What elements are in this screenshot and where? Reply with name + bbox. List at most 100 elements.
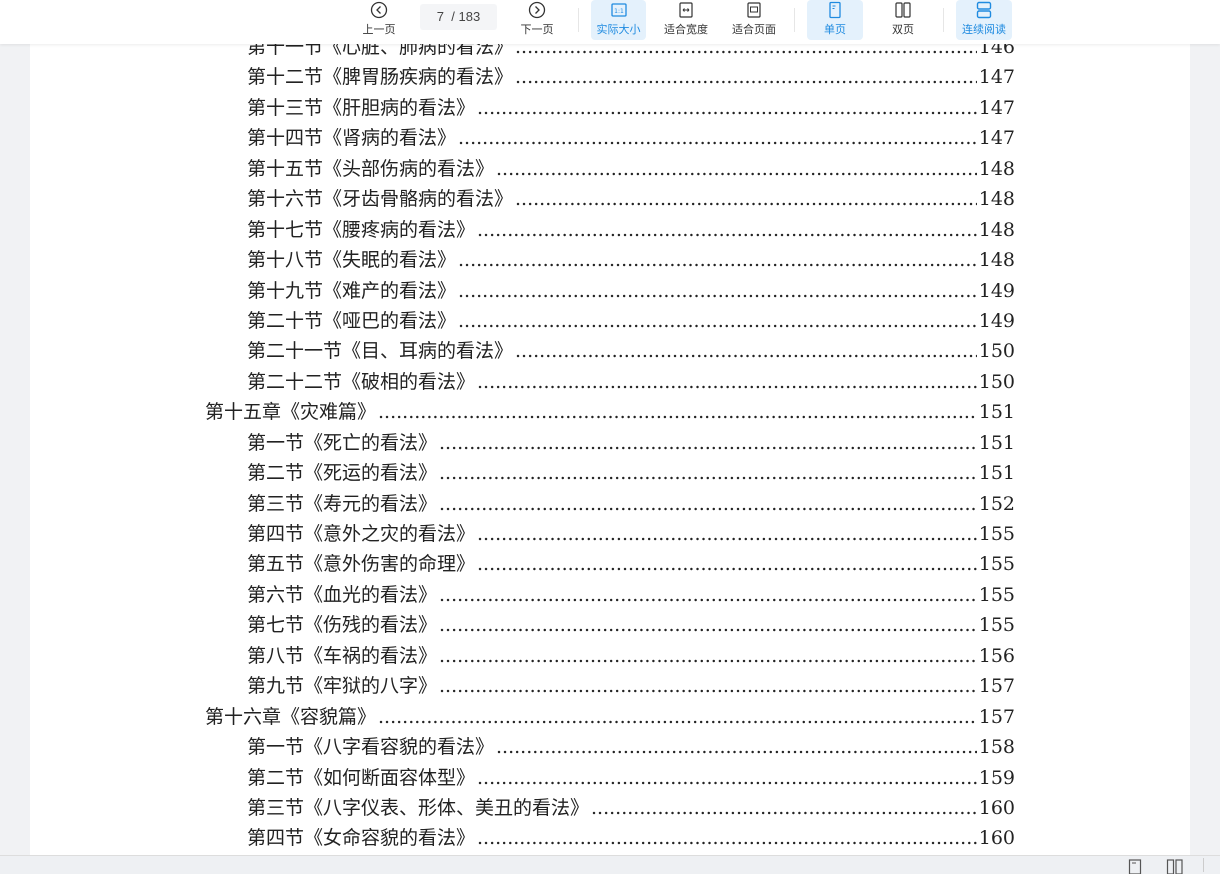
status-bar [0, 855, 1220, 874]
toc-section-entry[interactable]: 第一节《死亡的看法》 151 [30, 428, 1190, 458]
actual-size-button[interactable]: 1:1 实际大小 [591, 0, 646, 40]
toc-section-entry[interactable]: 第十四节《肾病的看法》 147 [30, 123, 1190, 153]
toc-section-entry[interactable]: 第十五节《头部伤病的看法》 148 [30, 154, 1190, 184]
continuous-reading-button[interactable]: 连续阅读 [956, 0, 1012, 40]
dot-leader [458, 123, 977, 153]
dot-leader [439, 489, 977, 519]
entry-title: 第二节《死运的看法》 [247, 462, 438, 485]
toc-section-entry[interactable]: 第三节《八字仪表、形体、美丑的看法》 160 [30, 793, 1190, 823]
fit-page-label: 适合页面 [732, 24, 776, 36]
toc-section-entry[interactable]: 第一节《八字看容貌的看法》 158 [30, 732, 1190, 762]
dot-leader [458, 245, 977, 275]
entry-title: 第二十节《哑巴的看法》 [247, 309, 457, 332]
actual-size-label: 实际大小 [596, 24, 641, 36]
entry-title: 第十五章《灾难篇》 [205, 401, 377, 424]
dot-leader [378, 702, 977, 732]
single-page-view-icon[interactable] [1128, 859, 1142, 874]
toc-section-entry[interactable]: 第二节《如何断面容体型》 159 [30, 763, 1190, 793]
entry-title: 第十三节《肝胆病的看法》 [247, 96, 476, 119]
entry-page-number: 152 [978, 492, 1015, 515]
entry-page-number: 151 [978, 462, 1015, 485]
dot-leader [458, 276, 977, 306]
page-number-input[interactable]: 7 / 183 [420, 4, 497, 30]
dot-leader [477, 823, 977, 853]
toc-section-entry[interactable]: 第二十节《哑巴的看法》 149 [30, 306, 1190, 336]
entry-title: 第十五节《头部伤病的看法》 [247, 157, 495, 180]
entry-page-number: 160 [978, 827, 1015, 850]
dot-leader [477, 215, 977, 245]
double-page-view-icon[interactable] [1166, 859, 1184, 874]
toc-section-entry[interactable]: 第十二节《脾胃肠疾病的看法》 147 [30, 62, 1190, 92]
entry-page-number: 148 [978, 218, 1015, 241]
single-page-label: 单页 [824, 24, 846, 36]
entry-title: 第四节《意外之灾的看法》 [247, 523, 476, 545]
double-page-button[interactable]: 双页 [876, 0, 930, 40]
toc-section-entry[interactable]: 第十九节《难产的看法》 149 [30, 276, 1190, 306]
toc-section-entry[interactable]: 第二节《死运的看法》 151 [30, 458, 1190, 488]
fit-page-button[interactable]: 适合页面 [726, 0, 782, 40]
toc-section-entry[interactable]: 第十六节《牙齿骨骼病的看法》 148 [30, 184, 1190, 214]
entry-title: 第十四节《肾病的看法》 [247, 127, 457, 150]
entry-page-number: 148 [978, 249, 1015, 272]
entry-title: 第二十一节《目、耳病的看法》 [247, 340, 514, 363]
dot-leader [496, 732, 977, 762]
entry-title: 第十八节《失眠的看法》 [247, 249, 457, 272]
dot-leader [477, 549, 977, 579]
dot-leader [458, 306, 977, 336]
toc-chapter-entry[interactable]: 第十六章《容貌篇》 157 [30, 702, 1190, 732]
entry-page-number: 159 [978, 766, 1015, 789]
entry-page-number: 147 [978, 127, 1015, 150]
entry-title: 第九节《牢狱的八字》 [247, 675, 438, 698]
toc-section-entry[interactable]: 第八节《车祸的看法》 156 [30, 641, 1190, 671]
dot-leader [515, 62, 977, 92]
chevron-right-circle-icon [528, 1, 546, 19]
prev-page-label: 上一页 [362, 24, 396, 36]
entry-title: 第十二节《脾胃肠疾病的看法》 [247, 66, 514, 89]
dot-leader [496, 154, 977, 184]
entry-page-number: 155 [978, 523, 1015, 545]
toc-section-entry[interactable]: 第九节《牢狱的八字》 157 [30, 671, 1190, 701]
current-page[interactable]: 7 [436, 9, 445, 24]
entry-page-number: 151 [978, 431, 1015, 454]
toc-section-entry[interactable]: 第三节《寿元的看法》 152 [30, 489, 1190, 519]
actual-size-icon: 1:1 [610, 3, 627, 17]
entry-page-number: 150 [978, 370, 1015, 393]
entry-title: 第二十二节《破相的看法》 [247, 370, 476, 393]
entry-title: 第六节《血光的看法》 [247, 583, 438, 606]
toc-section-entry[interactable]: 第五节《意外伤害的命理》 155 [30, 549, 1190, 579]
entry-page-number: 156 [978, 644, 1015, 667]
toc-section-entry[interactable]: 第十七节《腰疼病的看法》 148 [30, 215, 1190, 245]
toc-section-entry[interactable]: 第四节《女命容貌的看法》 160 [30, 823, 1190, 853]
toc-section-entry[interactable]: 第七节《伤残的看法》 155 [30, 610, 1190, 640]
toc-section-entry[interactable]: 第十八节《失眠的看法》 148 [30, 245, 1190, 275]
toc-section-entry[interactable]: 第四节《意外之灾的看法》 155 [30, 519, 1190, 549]
chevron-left-circle-icon [370, 1, 388, 19]
entry-page-number: 147 [978, 66, 1015, 89]
continuous-reading-label: 连续阅读 [962, 24, 1006, 36]
dot-leader [439, 610, 977, 640]
entry-page-number: 150 [978, 340, 1015, 363]
dot-leader [439, 671, 977, 701]
entry-page-number: 155 [978, 614, 1015, 637]
dot-leader [439, 580, 977, 610]
single-page-button[interactable]: 单页 [807, 0, 863, 40]
dot-leader [378, 397, 977, 427]
entry-title: 第三节《寿元的看法》 [247, 492, 438, 515]
toc-section-entry[interactable]: 第六节《血光的看法》 155 [30, 580, 1190, 610]
entry-page-number: 158 [978, 736, 1015, 759]
next-page-button[interactable]: 下一页 [513, 0, 561, 40]
entry-title: 第四节《女命容貌的看法》 [247, 827, 476, 850]
entry-page-number: 148 [978, 188, 1015, 211]
entry-page-number: 155 [978, 583, 1015, 606]
toc-section-entry[interactable]: 第二十二节《破相的看法》 150 [30, 367, 1190, 397]
divider [794, 8, 795, 32]
toc-section-entry[interactable]: 第十三节《肝胆病的看法》 147 [30, 93, 1190, 123]
toc-chapter-entry[interactable]: 第十五章《灾难篇》 151 [30, 397, 1190, 427]
prev-page-button[interactable]: 上一页 [355, 0, 403, 40]
svg-text:1:1: 1:1 [614, 8, 624, 15]
toc-section-entry[interactable]: 第二十一节《目、耳病的看法》 150 [30, 336, 1190, 366]
fit-width-button[interactable]: 适合宽度 [658, 0, 714, 40]
entry-title: 第八节《车祸的看法》 [247, 644, 438, 667]
double-page-label: 双页 [892, 24, 914, 36]
dot-leader [477, 367, 977, 397]
